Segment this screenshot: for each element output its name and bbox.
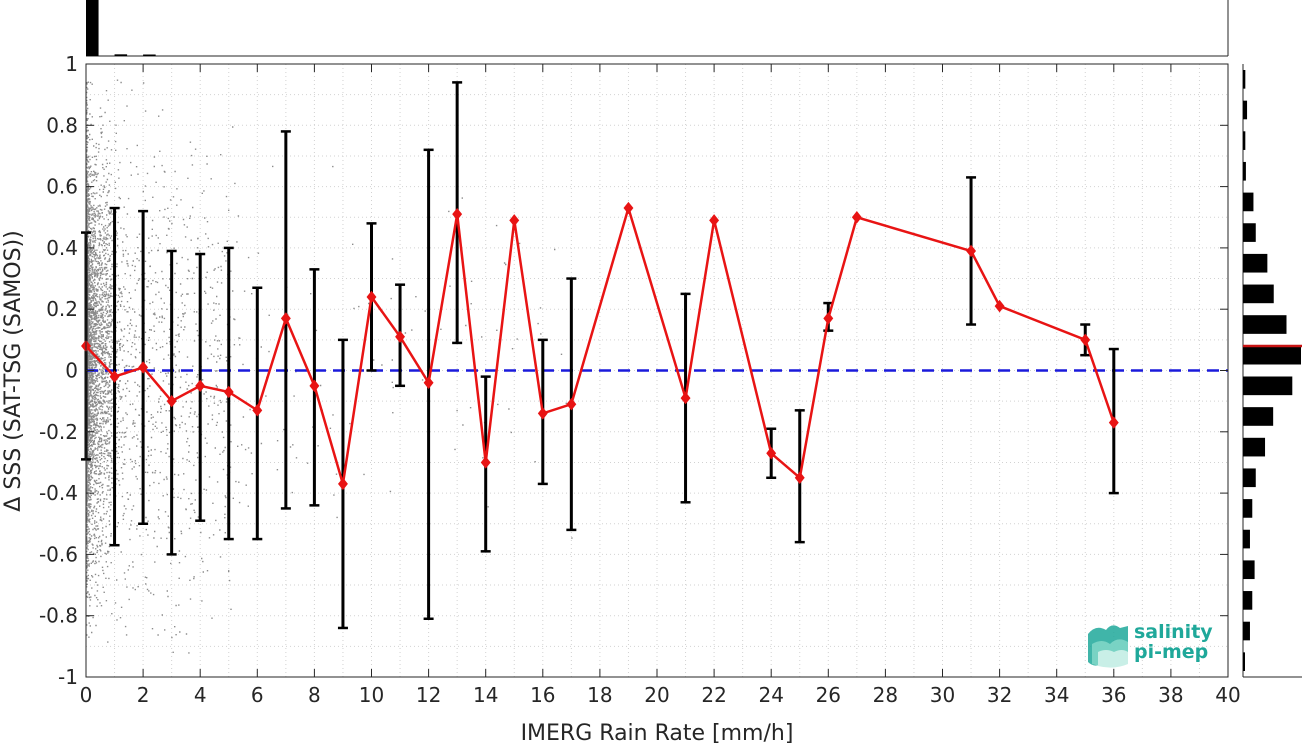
right-histogram-bar [1243, 100, 1248, 120]
salinity-pi-mep-logo: salinity pi-mep [1088, 621, 1213, 668]
data-point-marker [680, 391, 691, 405]
x-tick-label: 16 [530, 683, 555, 707]
data-point-marker [109, 370, 120, 383]
right-histogram-bar [1243, 529, 1250, 549]
data-point-marker [1080, 333, 1091, 347]
data-point-marker [309, 379, 320, 393]
y-axis-label: Δ SSS (SAT-TSG (SAMOS)) [1, 230, 26, 511]
data-point-marker [537, 407, 548, 420]
right-histogram-bar [1243, 253, 1268, 273]
data-point-marker [252, 404, 263, 417]
y-tick-label: -1 [58, 665, 78, 689]
y-tick-label: 0.8 [46, 113, 78, 137]
data-point-marker [966, 244, 977, 258]
x-tick-label: 14 [473, 683, 498, 707]
data-point-marker [1108, 416, 1119, 429]
right-histogram-bar [1243, 192, 1254, 212]
right-histogram-bar [1243, 591, 1253, 610]
y-tick-label: -0.8 [39, 604, 78, 628]
data-point-marker [223, 385, 234, 399]
x-tick-label: 34 [1044, 683, 1069, 707]
x-tick-label: 10 [359, 683, 384, 707]
logo-line2: pi-mep [1134, 641, 1208, 663]
right-histogram-bar [1243, 407, 1274, 426]
data-point-marker [509, 214, 520, 227]
y-tick-label: -0.2 [39, 420, 78, 444]
x-tick-label: 0 [80, 683, 93, 707]
y-tick-label: 0.4 [46, 236, 78, 260]
top-histogram-bar [114, 54, 128, 56]
x-axis-label: IMERG Rain Rate [mm/h] [521, 721, 794, 745]
data-point-marker [195, 379, 206, 393]
top-histogram-bar [86, 0, 99, 56]
data-point-marker [452, 207, 463, 221]
logo-line1: salinity [1134, 621, 1213, 643]
x-tick-label: 18 [587, 683, 612, 707]
y-tick-label: 0 [65, 359, 78, 383]
right-histogram-bar [1243, 131, 1246, 150]
y-tick-label: 0.2 [46, 297, 78, 321]
data-point-marker [423, 376, 434, 389]
data-point-marker [709, 214, 720, 227]
y-tick-label: 0.6 [46, 175, 78, 199]
x-tick-label: 28 [873, 683, 898, 707]
x-tick-label: 12 [416, 683, 441, 707]
data-point-marker [794, 471, 805, 484]
right-histogram-bar [1243, 621, 1250, 641]
data-point-marker [994, 299, 1005, 313]
right-histogram [1242, 64, 1302, 678]
y-tick-label: -0.6 [39, 542, 78, 566]
x-tick-label: 32 [987, 683, 1012, 707]
right-histogram-bar [1243, 437, 1266, 457]
x-tick-label: 6 [251, 683, 264, 707]
top-histogram-bar [143, 54, 156, 56]
right-histogram-bar [1243, 468, 1256, 488]
data-point-marker [337, 477, 348, 491]
y-tick-label: 1 [65, 52, 78, 76]
right-histogram-bar [1243, 499, 1253, 518]
main-plot-area: 0 2 4 6 8 10 12 14 16 18 20 22 24 26 28 30 32 34 36 38 40 10… [39, 52, 1241, 707]
data-point-marker [766, 447, 777, 460]
data-point-marker [366, 290, 377, 304]
data-point-marker [623, 201, 634, 215]
right-histogram-bar [1243, 70, 1246, 89]
data-point-marker [851, 211, 862, 224]
right-histogram-bar [1243, 652, 1245, 671]
right-histogram-bar [1243, 345, 1301, 365]
right-histogram-bar [1243, 315, 1287, 334]
data-point-marker [566, 398, 577, 411]
right-histogram-bar [1243, 376, 1293, 396]
x-tick-label: 36 [1101, 683, 1126, 707]
top-histogram [86, 0, 1229, 57]
data-point-marker [166, 394, 177, 408]
x-tick-label: 8 [308, 683, 321, 707]
x-tick-label: 4 [194, 683, 207, 707]
x-tick-label: 38 [1158, 683, 1183, 707]
y-tick-label: -0.4 [39, 481, 78, 505]
x-tick-label: 2 [137, 683, 150, 707]
data-point-marker [823, 312, 834, 325]
x-tick-label: 30 [930, 683, 955, 707]
x-tick-label: 26 [816, 683, 841, 707]
right-histogram-bar [1243, 161, 1246, 181]
right-histogram-bar [1243, 284, 1274, 304]
right-histogram-bar [1243, 560, 1255, 580]
data-point-marker [395, 330, 406, 343]
data-point-marker [138, 361, 149, 374]
x-tick-label: 22 [701, 683, 726, 707]
data-point-marker [280, 312, 291, 325]
right-histogram-bar [1243, 223, 1256, 242]
data-point-marker [480, 456, 491, 469]
x-tick-label: 40 [1215, 683, 1240, 707]
x-tick-label: 20 [644, 683, 669, 707]
x-tick-label: 24 [758, 683, 783, 707]
